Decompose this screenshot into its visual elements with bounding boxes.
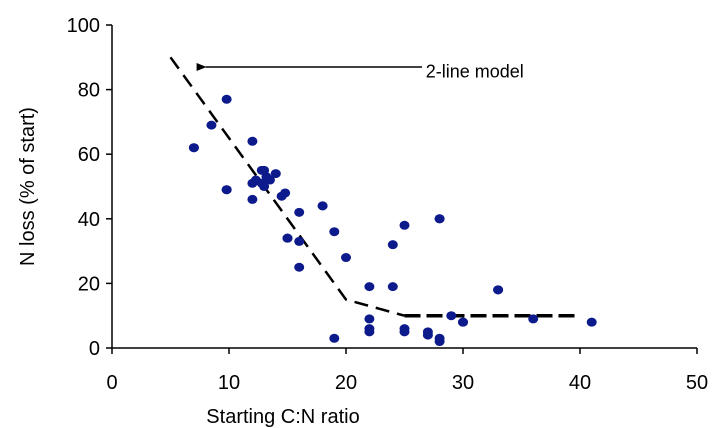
data-point — [399, 220, 410, 230]
data-point — [586, 317, 597, 327]
data-point — [259, 182, 270, 191]
x-axis-title: Starting C:N ratio — [206, 406, 359, 428]
y-axis-title: N loss (% of start) — [17, 107, 39, 266]
data-point — [294, 207, 305, 217]
x-tick-label: 30 — [452, 372, 474, 394]
data-point — [446, 311, 457, 321]
data-point — [422, 330, 433, 340]
data-point — [247, 136, 258, 146]
y-tick-label: 100 — [67, 15, 100, 37]
data-point — [364, 327, 375, 337]
data-point — [364, 314, 375, 324]
x-axis-ticks: 0 10 20 30 40 50 — [106, 348, 708, 394]
data-point — [434, 337, 445, 347]
data-point — [387, 240, 398, 250]
data-points — [188, 94, 597, 347]
x-tick-label: 40 — [569, 372, 591, 394]
x-tick-label: 0 — [106, 372, 117, 394]
data-point — [329, 333, 340, 343]
data-point — [247, 194, 258, 204]
data-point — [341, 253, 351, 263]
data-point — [294, 262, 305, 272]
data-point — [221, 94, 232, 104]
data-point — [264, 175, 275, 185]
data-point — [282, 233, 293, 243]
model-lines — [169, 56, 580, 318]
data-point — [364, 282, 375, 292]
data-point — [270, 169, 281, 179]
annotation: 2-line model — [196, 61, 524, 81]
data-point — [294, 236, 305, 246]
y-tick-label: 20 — [78, 273, 100, 295]
annotation-label: 2-line model — [426, 61, 524, 81]
data-point — [317, 201, 328, 211]
data-point — [387, 282, 398, 292]
data-point — [221, 185, 232, 195]
y-tick-label: 40 — [78, 209, 100, 231]
data-point — [493, 285, 504, 295]
model-line-segment-1 — [169, 56, 405, 317]
y-tick-label: 0 — [89, 338, 100, 360]
data-point — [399, 327, 410, 337]
data-point — [280, 188, 291, 198]
y-tick-label: 80 — [78, 80, 100, 102]
data-point — [434, 214, 445, 224]
data-point — [458, 317, 468, 327]
y-tick-label: 60 — [78, 144, 100, 166]
x-tick-label: 50 — [686, 372, 708, 394]
x-tick-label: 10 — [218, 372, 240, 394]
x-tick-label: 20 — [335, 372, 357, 394]
y-axis-ticks: 0 20 40 60 80 100 — [67, 15, 112, 360]
data-point — [528, 314, 539, 324]
data-point — [206, 120, 217, 130]
data-point — [188, 143, 199, 153]
data-point — [329, 227, 340, 237]
